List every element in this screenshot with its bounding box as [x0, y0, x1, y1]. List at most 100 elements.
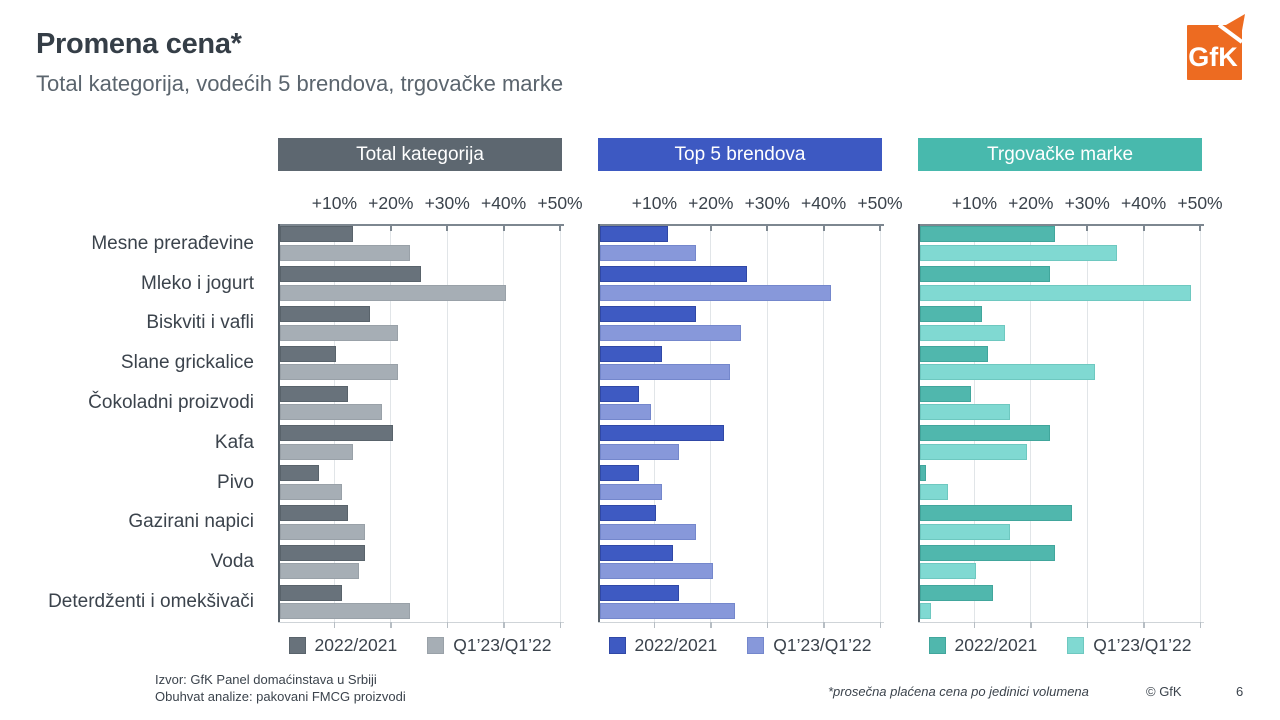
axis-line-left: [918, 224, 920, 622]
bar: [920, 385, 971, 402]
axis-tick-label: +50%: [1177, 193, 1223, 213]
category-label: Mesne prerađevine: [91, 232, 254, 254]
axis-tick-label: +40%: [1120, 193, 1167, 213]
legend-item: 2022/2021: [608, 634, 718, 656]
bar: [920, 483, 949, 500]
legend-label: 2022/2021: [954, 634, 1038, 655]
gridline: [1199, 224, 1201, 622]
bar: [920, 324, 1005, 341]
axis-tick: [1143, 622, 1145, 628]
bar: [600, 226, 668, 243]
bar: [920, 563, 977, 580]
axis-tick: [766, 622, 769, 628]
legend: 2022/2021 Q1’23/Q1’22: [598, 622, 882, 668]
axis-line-bottom: [598, 622, 884, 623]
axis-tick: [333, 622, 336, 628]
gridline: [766, 224, 768, 622]
axis-line-top: [918, 224, 1204, 226]
bar: [920, 364, 1095, 381]
source-line: Izvor: GfK Panel domaćinstava u Srbiji: [155, 672, 377, 687]
bar: [600, 425, 725, 442]
category-labels: Mesne prerađevine Mleko i jogurt Biskviti …: [36, 224, 262, 622]
bar: [600, 523, 696, 540]
category-label: Mleko i jogurt: [141, 272, 254, 294]
axis-tick: [973, 622, 976, 628]
axis-line-left: [598, 224, 600, 622]
bar: [600, 603, 736, 620]
axis-tick: [559, 622, 561, 628]
axis-tick: [1030, 622, 1032, 628]
bar: [600, 584, 679, 601]
legend-label: 2022/2021: [634, 634, 718, 655]
gridline: [653, 224, 655, 622]
axis-tick-label: +40%: [800, 193, 847, 213]
bar: [280, 266, 421, 283]
bar: [920, 266, 1050, 283]
category-label: Slane grickalice: [120, 352, 254, 374]
plot-area: [278, 224, 582, 628]
footnote: *prosečna plaćena cena po jedinici volum…: [828, 684, 1089, 699]
legend-item: 2022/2021: [928, 634, 1038, 656]
axis-tick: [1086, 224, 1089, 231]
gridline: [559, 224, 561, 622]
axis-tick-labels: +10% +20% +30% +40% +50%: [598, 172, 903, 224]
bar: [920, 505, 1073, 521]
axis-tick: [653, 622, 656, 628]
bar: [600, 404, 651, 421]
axis-tick: [766, 224, 769, 231]
axis-tick-label: +40%: [480, 193, 527, 213]
bar: [920, 465, 926, 482]
plot-area: [918, 224, 1222, 628]
axis-line-left: [278, 224, 280, 622]
bar: [600, 284, 832, 301]
category-label: Voda: [210, 551, 254, 573]
bar: [920, 284, 1191, 301]
axis-line-bottom: [918, 622, 1204, 623]
page-subtitle: Total kategorija, vodećih 5 brendova, tr…: [36, 71, 564, 96]
bar: [600, 465, 640, 482]
bar: [280, 603, 410, 620]
legend-label: Q1’23/Q1’22: [773, 634, 872, 655]
bar: [920, 523, 1011, 540]
bar: [280, 404, 382, 421]
legend-label: 2022/2021: [314, 634, 398, 655]
svg-text:GfK: GfK: [1188, 42, 1238, 72]
axis-tick: [823, 622, 825, 628]
axis-tick: [390, 622, 392, 628]
bar: [920, 306, 983, 322]
gridline: [710, 224, 712, 622]
bar: [600, 266, 747, 283]
gridline: [1143, 224, 1145, 622]
axis-tick: [709, 224, 712, 231]
plot-area: [598, 224, 902, 628]
bar: [600, 364, 730, 381]
gridline: [879, 224, 881, 622]
gridline: [1030, 224, 1032, 622]
legend-swatch: [288, 636, 306, 654]
axis-tick-label: +50%: [537, 193, 583, 213]
legend-swatch: [747, 636, 765, 654]
legend-swatch: [427, 636, 445, 654]
gridline: [390, 224, 392, 622]
page-title: Promena cena*: [36, 28, 242, 60]
bar: [920, 544, 1056, 561]
axis-tick-label: +30%: [744, 193, 790, 213]
bar: [920, 443, 1028, 460]
axis-tick: [503, 622, 505, 628]
axis-tick: [1199, 224, 1201, 231]
axis-tick-labels: +10% +20% +30% +40% +50%: [918, 172, 1223, 224]
axis-tick-label: +20%: [1008, 193, 1054, 213]
bar: [280, 505, 348, 521]
axis-tick: [879, 224, 881, 231]
panel-header: Total kategorija: [278, 138, 562, 171]
bar: [920, 345, 988, 362]
category-label: Deterdženti i omekšivači: [48, 591, 254, 613]
axis-tick-label: +10%: [951, 193, 998, 213]
bar: [280, 364, 399, 381]
bar: [920, 603, 932, 620]
bar: [600, 306, 696, 322]
category-label: Kafa: [214, 431, 254, 453]
panel-header: Top 5 brendova: [598, 138, 882, 171]
bar: [280, 226, 354, 243]
